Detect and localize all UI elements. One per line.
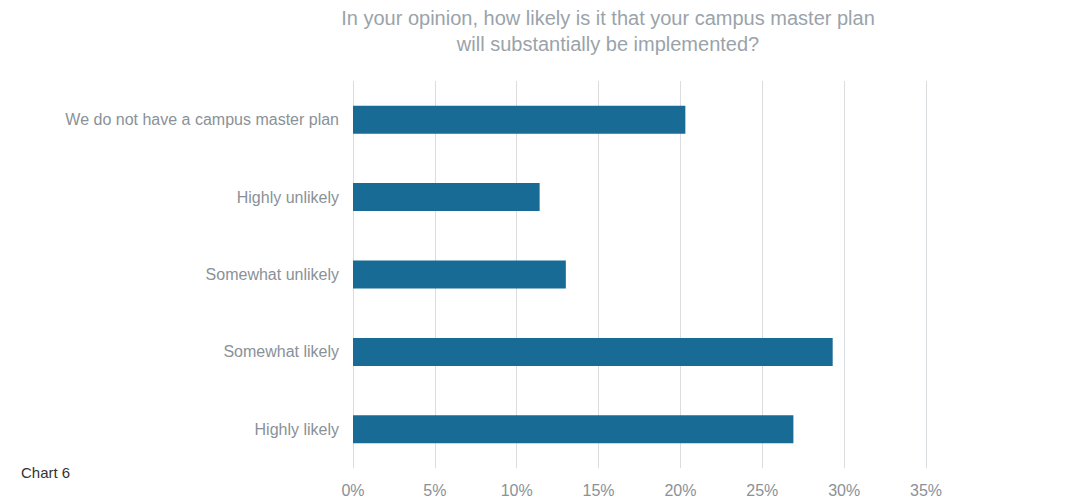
svg-text:Highly likely: Highly likely [255, 421, 339, 438]
svg-text:Somewhat likely: Somewhat likely [223, 343, 339, 360]
svg-text:Chart 6: Chart 6 [21, 464, 70, 481]
svg-text:10%: 10% [501, 482, 533, 498]
svg-text:5%: 5% [423, 482, 446, 498]
svg-text:We do not have a campus master: We do not have a campus master plan [65, 111, 339, 128]
svg-text:25%: 25% [746, 482, 778, 498]
svg-text:15%: 15% [583, 482, 615, 498]
svg-text:In your opinion, how likely is: In your opinion, how likely is it that y… [341, 7, 875, 29]
svg-text:will substantially be implemen: will substantially be implemented? [456, 33, 759, 55]
svg-text:0%: 0% [341, 482, 364, 498]
svg-text:Highly unlikely: Highly unlikely [237, 189, 339, 206]
svg-text:30%: 30% [828, 482, 860, 498]
svg-text:20%: 20% [664, 482, 696, 498]
svg-text:35%: 35% [910, 482, 942, 498]
svg-text:Somewhat unlikely: Somewhat unlikely [206, 266, 339, 283]
